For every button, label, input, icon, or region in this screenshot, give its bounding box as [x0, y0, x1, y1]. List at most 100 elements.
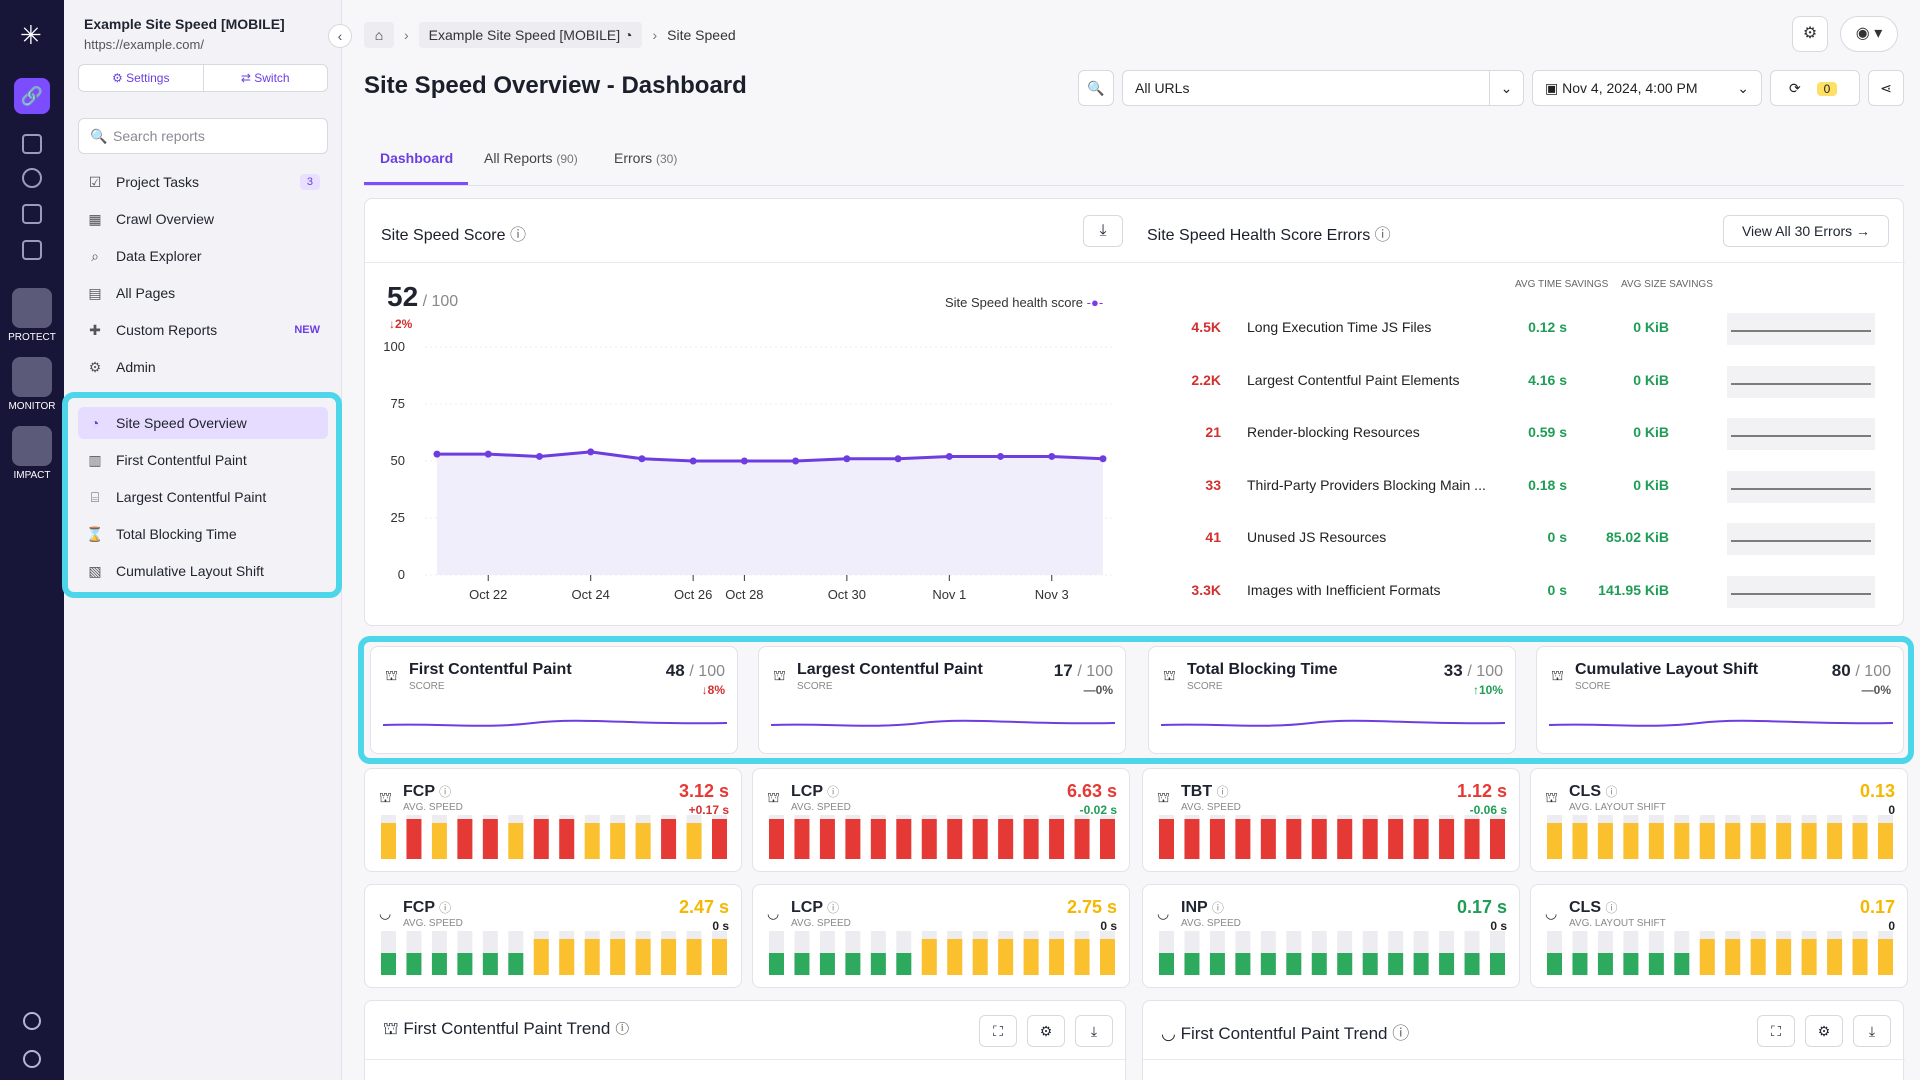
grid-icon[interactable]: [22, 134, 42, 154]
info-icon[interactable]: ⓘ: [1211, 901, 1224, 915]
metric-score-card[interactable]: ⛫ First Contentful Paint SCORE 48 / 100 ↓8%: [370, 646, 738, 754]
bar[interactable]: [1074, 819, 1090, 859]
bar[interactable]: [1464, 953, 1480, 975]
bar[interactable]: [1184, 953, 1200, 975]
bar[interactable]: [1547, 953, 1562, 975]
bar[interactable]: [1674, 953, 1690, 975]
bar[interactable]: [1699, 823, 1715, 859]
bar[interactable]: [431, 823, 447, 859]
bar[interactable]: [1074, 939, 1090, 975]
bar[interactable]: [1260, 953, 1276, 975]
bar[interactable]: [457, 953, 473, 975]
metric-bar-card[interactable]: ◡ LCP ⓘ AVG. SPEED 2.75 s 0 s: [752, 884, 1130, 988]
bar[interactable]: [381, 823, 396, 859]
bar[interactable]: [1852, 939, 1868, 975]
trend-download-button[interactable]: ⤓: [1853, 1015, 1891, 1047]
bar[interactable]: [1648, 823, 1664, 859]
bar[interactable]: [508, 953, 524, 975]
bar[interactable]: [1547, 823, 1562, 859]
info-icon[interactable]: ⓘ: [439, 785, 452, 799]
bar[interactable]: [457, 819, 473, 859]
bar[interactable]: [1572, 953, 1588, 975]
bar[interactable]: [1572, 823, 1588, 859]
home-icon[interactable]: ⌂: [364, 22, 394, 48]
bar[interactable]: [584, 939, 600, 975]
data-point[interactable]: [484, 450, 492, 458]
bar[interactable]: [1023, 939, 1039, 975]
bar[interactable]: [482, 953, 498, 975]
sidebar-item-first-contentful-paint[interactable]: ▥ First Contentful Paint: [78, 444, 328, 476]
impact-icon[interactable]: [12, 426, 52, 466]
bar[interactable]: [1725, 939, 1741, 975]
bar[interactable]: [769, 819, 784, 859]
data-point[interactable]: [894, 455, 902, 463]
bar[interactable]: [1413, 953, 1429, 975]
bar[interactable]: [1159, 953, 1174, 975]
info-icon[interactable]: ⓘ: [1605, 901, 1618, 915]
collapse-sidebar-button[interactable]: ‹: [328, 24, 352, 48]
metric-bar-card[interactable]: ⛫ LCP ⓘ AVG. SPEED 6.63 s -0.02 s: [752, 768, 1130, 872]
error-name[interactable]: Render-blocking Resources: [1247, 424, 1420, 440]
bar[interactable]: [1023, 819, 1039, 859]
bar[interactable]: [482, 819, 498, 859]
data-point[interactable]: [535, 452, 543, 460]
nav-rail-link-icon[interactable]: 🔗: [14, 78, 50, 114]
bar[interactable]: [1648, 953, 1664, 975]
settings-button[interactable]: ⚙ Settings: [79, 65, 204, 91]
bar[interactable]: [1388, 953, 1404, 975]
error-row[interactable]: 4.5K Long Execution Time JS Files 0.12 s 0 …: [1149, 313, 1905, 371]
data-point[interactable]: [587, 448, 595, 456]
bar[interactable]: [1801, 823, 1817, 859]
monitor-icon[interactable]: [12, 357, 52, 397]
data-point[interactable]: [740, 457, 748, 465]
sidebar-item-all-pages[interactable]: ▤ All Pages: [78, 277, 328, 309]
bar[interactable]: [1776, 939, 1792, 975]
error-name[interactable]: Images with Inefficient Formats: [1247, 581, 1441, 598]
bar[interactable]: [972, 819, 988, 859]
help-icon[interactable]: [23, 1050, 41, 1068]
switch-button[interactable]: ⇄ Switch: [240, 71, 290, 85]
bar[interactable]: [1362, 953, 1378, 975]
data-point[interactable]: [433, 450, 441, 458]
error-name[interactable]: Long Execution Time JS Files: [1247, 319, 1432, 335]
data-point[interactable]: [843, 455, 851, 463]
tab-all-reports[interactable]: All Reports (90): [484, 150, 578, 166]
app-logo-icon[interactable]: ✳: [20, 20, 42, 50]
bar[interactable]: [1439, 819, 1455, 859]
trend-settings-button[interactable]: ⚙: [1027, 1015, 1065, 1047]
bar[interactable]: [635, 823, 651, 859]
bar[interactable]: [1286, 953, 1302, 975]
metric-bar-card[interactable]: ⛫ CLS ⓘ AVG. LAYOUT SHIFT 0.13 0: [1530, 768, 1908, 872]
data-point[interactable]: [997, 452, 1005, 460]
error-row[interactable]: 2.2K Largest Contentful Paint Elements 4.1…: [1149, 365, 1905, 424]
bar[interactable]: [712, 939, 727, 975]
tab-errors[interactable]: Errors (30): [614, 150, 677, 166]
bar[interactable]: [794, 953, 810, 975]
view-all-errors-button[interactable]: View All 30 Errors →: [1723, 215, 1889, 247]
bar[interactable]: [896, 953, 912, 975]
bar[interactable]: [559, 819, 575, 859]
bar[interactable]: [508, 823, 524, 859]
bar[interactable]: [947, 819, 963, 859]
expand-button[interactable]: ⛶: [979, 1015, 1017, 1047]
bar[interactable]: [1337, 819, 1353, 859]
bar[interactable]: [712, 819, 727, 859]
settings-gear-button[interactable]: ⚙: [1792, 16, 1828, 52]
bar[interactable]: [635, 939, 651, 975]
error-row[interactable]: 41 Unused JS Resources 0 s 85.02 KiB: [1149, 523, 1905, 581]
bar[interactable]: [559, 939, 575, 975]
protect-icon[interactable]: [12, 288, 52, 328]
search-button[interactable]: 🔍: [1078, 70, 1114, 106]
metric-bar-card[interactable]: ⛫ TBT ⓘ AVG. SPEED 1.12 s -0.06 s: [1142, 768, 1520, 872]
bar[interactable]: [1260, 819, 1276, 859]
data-point[interactable]: [792, 457, 800, 465]
info-icon[interactable]: ⓘ: [1216, 785, 1229, 799]
tab-dashboard[interactable]: Dashboard: [380, 150, 453, 166]
sidebar-item-largest-contentful-paint[interactable]: ⌸ Largest Contentful Paint: [78, 481, 328, 513]
bar[interactable]: [1235, 819, 1251, 859]
bar[interactable]: [406, 819, 422, 859]
bar[interactable]: [431, 953, 447, 975]
sidebar-item-custom-reports[interactable]: ✚ Custom Reports NEW: [78, 314, 328, 346]
bar[interactable]: [1159, 819, 1174, 859]
info-icon[interactable]: ⓘ: [509, 227, 526, 244]
